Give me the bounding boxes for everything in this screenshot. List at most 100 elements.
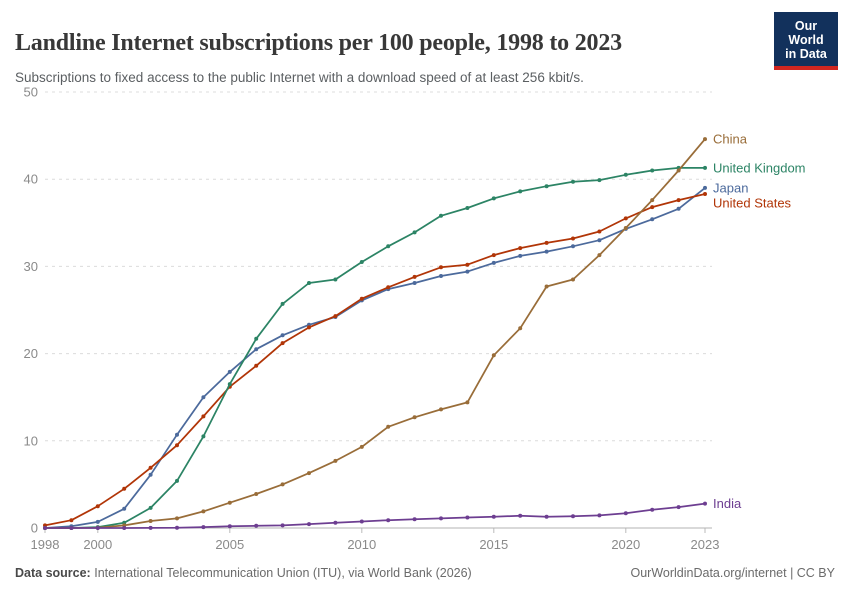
series-label-japan[interactable]: Japan bbox=[713, 180, 748, 195]
series-marker-china bbox=[650, 198, 655, 203]
series-marker-india bbox=[491, 514, 496, 519]
series-marker-japan bbox=[597, 238, 602, 243]
series-marker-united-states bbox=[386, 285, 391, 290]
series-marker-india bbox=[571, 514, 575, 519]
series-marker-japan bbox=[227, 369, 232, 374]
series-marker-united-kingdom bbox=[333, 277, 338, 282]
series-label-united-states[interactable]: United States bbox=[713, 195, 792, 210]
series-marker-united-states bbox=[175, 443, 179, 448]
series-marker-china bbox=[280, 482, 285, 487]
series-marker-china bbox=[333, 458, 338, 463]
series-marker-japan bbox=[439, 274, 443, 278]
series-marker-united-kingdom bbox=[571, 179, 575, 184]
series-marker-japan bbox=[676, 206, 681, 211]
x-tick-label: 2015 bbox=[479, 537, 508, 552]
y-tick-label: 50 bbox=[24, 85, 38, 100]
series-marker-united-states bbox=[491, 253, 496, 258]
series-marker-china bbox=[623, 226, 628, 230]
x-tick-label: 2005 bbox=[215, 537, 244, 552]
series-marker-india bbox=[439, 516, 443, 521]
series-marker-united-states bbox=[465, 262, 470, 267]
series-line-india[interactable] bbox=[44, 502, 706, 529]
logo-text-line1: Our World bbox=[788, 19, 824, 47]
series-marker-china bbox=[412, 415, 417, 420]
series-marker-united-states bbox=[571, 236, 575, 241]
series-marker-japan bbox=[148, 472, 153, 477]
series-marker-china bbox=[491, 353, 496, 358]
series-marker-united-states bbox=[122, 486, 127, 491]
series-marker-china bbox=[518, 326, 523, 331]
series-marker-japan bbox=[650, 217, 655, 222]
series-marker-united-kingdom bbox=[148, 505, 153, 510]
series-marker-japan bbox=[703, 185, 707, 190]
series-marker-united-states bbox=[201, 414, 206, 419]
series-line-china[interactable] bbox=[44, 138, 706, 529]
series-label-china[interactable]: China bbox=[713, 132, 748, 147]
x-tick-label: 2020 bbox=[611, 537, 640, 552]
owid-logo[interactable]: Our World in Data bbox=[774, 12, 838, 70]
series-marker-united-kingdom bbox=[518, 189, 523, 194]
series-marker-united-states bbox=[95, 504, 100, 509]
series-marker-india bbox=[544, 514, 549, 519]
y-tick-label: 20 bbox=[24, 346, 38, 361]
series-marker-india bbox=[307, 522, 311, 527]
series-marker-india bbox=[122, 526, 127, 530]
chart-footer: Data source: International Telecommunica… bbox=[15, 566, 835, 580]
series-marker-india bbox=[676, 505, 681, 510]
chart-subtitle: Subscriptions to fixed access to the pub… bbox=[15, 69, 584, 85]
series-marker-united-kingdom bbox=[491, 196, 496, 201]
series-label-united-kingdom[interactable]: United Kingdom bbox=[713, 160, 806, 175]
series-marker-india bbox=[597, 513, 602, 518]
series-marker-china bbox=[571, 277, 575, 282]
series-marker-india bbox=[623, 511, 628, 516]
series-marker-united-kingdom bbox=[254, 336, 259, 341]
series-marker-japan bbox=[412, 281, 417, 285]
series-line-united-kingdom[interactable] bbox=[44, 167, 706, 529]
series-marker-united-states bbox=[307, 325, 311, 330]
x-tick-label: 2010 bbox=[347, 537, 376, 552]
series-marker-united-states bbox=[439, 265, 443, 270]
series-marker-united-kingdom bbox=[412, 230, 417, 235]
series-marker-china bbox=[676, 168, 681, 173]
series-marker-united-states bbox=[412, 274, 417, 279]
owid-cc-link[interactable]: OurWorldinData.org/internet | CC BY bbox=[630, 566, 836, 580]
series-marker-china bbox=[597, 253, 602, 258]
series-marker-china bbox=[544, 284, 549, 289]
series-marker-japan bbox=[95, 519, 100, 524]
series-marker-united-states bbox=[703, 192, 707, 196]
series-marker-india bbox=[386, 518, 391, 523]
data-source-text: International Telecommunication Union (I… bbox=[94, 566, 472, 580]
series-marker-japan bbox=[465, 269, 470, 274]
series-marker-japan bbox=[254, 347, 259, 352]
series-marker-india bbox=[650, 507, 655, 512]
data-source-note: Data source: International Telecommunica… bbox=[15, 566, 472, 580]
series-marker-united-states bbox=[597, 229, 602, 234]
series-marker-china bbox=[254, 492, 259, 496]
series-marker-japan bbox=[544, 249, 549, 254]
series-marker-united-kingdom bbox=[544, 184, 549, 189]
series-marker-india bbox=[359, 519, 364, 524]
series-marker-india bbox=[175, 525, 179, 530]
y-tick-label: 30 bbox=[24, 259, 38, 274]
y-tick-label: 0 bbox=[31, 521, 38, 536]
series-label-india[interactable]: India bbox=[713, 496, 742, 511]
logo-text-line2: in Data bbox=[785, 47, 827, 61]
series-marker-united-kingdom bbox=[227, 382, 232, 387]
series-marker-united-states bbox=[333, 314, 338, 319]
series-marker-united-states bbox=[359, 296, 364, 301]
series-marker-united-kingdom bbox=[307, 281, 311, 285]
series-line-united-states[interactable] bbox=[44, 193, 706, 527]
series-marker-united-kingdom bbox=[280, 301, 285, 306]
series-marker-united-kingdom bbox=[359, 260, 364, 264]
series-marker-china bbox=[465, 400, 470, 405]
series-marker-united-kingdom bbox=[650, 168, 655, 173]
series-marker-japan bbox=[571, 244, 575, 249]
series-marker-india bbox=[227, 524, 232, 529]
series-marker-japan bbox=[201, 395, 206, 400]
series-marker-united-kingdom bbox=[623, 172, 628, 177]
series-marker-india bbox=[465, 515, 470, 520]
series-line-japan[interactable] bbox=[44, 187, 706, 529]
series-marker-united-states bbox=[676, 198, 681, 203]
